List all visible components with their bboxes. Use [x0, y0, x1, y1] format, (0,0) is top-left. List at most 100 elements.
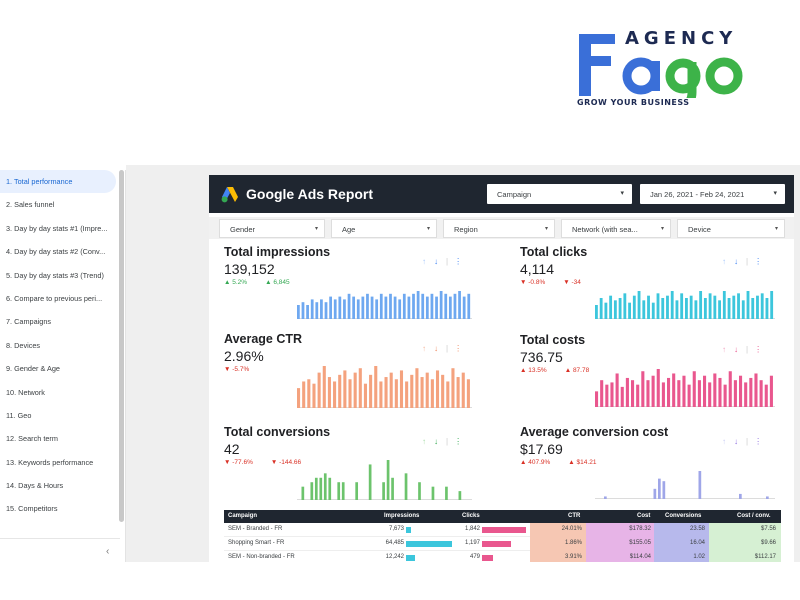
- chart-bar: [749, 377, 753, 407]
- table-row[interactable]: SEM - Branded - FR 7,673 1,842 24.01% $178.3…: [224, 523, 781, 537]
- date-range-picker[interactable]: Jan 26, 2021 - Feb 24, 2021 ▾: [640, 184, 785, 204]
- caret-down-icon: ▾: [544, 226, 548, 232]
- chart-bar: [703, 375, 707, 407]
- header-ctr[interactable]: CTR: [568, 513, 581, 519]
- sort-descending-icon[interactable]: ↓: [434, 344, 438, 353]
- header-campaign[interactable]: Campaign: [228, 513, 258, 519]
- sort-ascending-icon[interactable]: ↑: [722, 345, 726, 354]
- card-title: Average CTR: [224, 332, 303, 346]
- cell-heat-background: [586, 537, 654, 551]
- sidebar-item[interactable]: 13. Keywords performance: [6, 457, 94, 467]
- cell-heat-background: [586, 551, 654, 562]
- more-vert-icon[interactable]: ⋮: [754, 257, 763, 266]
- chart-bar: [625, 377, 629, 407]
- chart-bar: [756, 295, 759, 319]
- chart-bar: [412, 293, 415, 319]
- sidebar-item[interactable]: 7. Campaigns: [6, 317, 52, 327]
- card-total-impressions: Total impressions 139,152 ▲ 5.2% ▲ 6,845 …: [224, 245, 484, 335]
- chart-bar: [641, 371, 645, 407]
- sort-ascending-icon[interactable]: ↑: [722, 437, 726, 446]
- card-actions: ↑ ↓ | ⋮: [422, 437, 463, 446]
- chart-bar: [451, 368, 455, 408]
- chart-bar: [694, 300, 698, 319]
- sort-descending-icon[interactable]: ↓: [434, 257, 438, 266]
- chart-bar: [430, 379, 434, 408]
- delta-absolute: ▲ $14.21: [568, 459, 597, 466]
- chart-bar: [698, 471, 702, 499]
- sidebar-item[interactable]: 1. Total performance: [0, 170, 116, 194]
- chart-bar: [297, 305, 300, 319]
- chart-bar: [722, 291, 726, 319]
- cell-conv: 23.58: [689, 526, 705, 532]
- cell-heat-background: [654, 537, 709, 551]
- impressions-inline-bar: [406, 527, 411, 533]
- chart-bar: [402, 293, 406, 319]
- chart-bar: [366, 293, 369, 319]
- card-value: 42: [224, 441, 240, 457]
- sidebar-item[interactable]: 2. Sales funnel: [6, 200, 55, 210]
- more-vert-icon[interactable]: ⋮: [754, 437, 763, 446]
- chart-bar: [653, 488, 657, 499]
- sidebar-item[interactable]: 5. Day by day stats #3 (Trend): [6, 270, 104, 280]
- more-vert-icon[interactable]: ⋮: [754, 345, 763, 354]
- sort-descending-icon[interactable]: ↓: [434, 437, 438, 446]
- header-cost[interactable]: Cost: [637, 513, 651, 519]
- sidebar-item[interactable]: 15. Competitors: [6, 504, 58, 514]
- sidebar-item[interactable]: 3. Day by day stats #1 (Impre...: [6, 223, 108, 233]
- chart-bar: [751, 298, 755, 319]
- chart-bar: [324, 302, 328, 319]
- sort-descending-icon[interactable]: ↓: [734, 345, 738, 354]
- fago-logo-mark: [579, 34, 743, 98]
- sort-descending-icon[interactable]: ↓: [734, 257, 738, 266]
- sort-ascending-icon[interactable]: ↑: [722, 257, 726, 266]
- header-conversions[interactable]: Conversions: [665, 513, 702, 519]
- filter-age[interactable]: Age ▾: [331, 219, 437, 238]
- sort-descending-icon[interactable]: ↓: [734, 437, 738, 446]
- sort-ascending-icon[interactable]: ↑: [422, 257, 426, 266]
- chart-bar: [361, 296, 365, 319]
- chart-bar: [613, 300, 617, 319]
- sidebar-item[interactable]: 10. Network: [6, 387, 45, 397]
- table-row[interactable]: Shopping Smart - FR 64,485 1,197 1.86% $155.…: [224, 537, 781, 551]
- sidebar-scrollbar[interactable]: [119, 170, 124, 522]
- sidebar-item[interactable]: 8. Devices: [6, 340, 41, 350]
- chart-bar: [609, 295, 613, 319]
- delta-percent: ▼ -77.6%: [224, 459, 253, 466]
- sidebar-item[interactable]: 4. Day by day stats #2 (Conv...: [6, 247, 106, 257]
- sidebar-item[interactable]: 9. Gender & Age: [6, 364, 60, 374]
- chart-bar: [656, 293, 660, 319]
- sidebar-item[interactable]: 11. Geo: [6, 410, 32, 420]
- caret-down-icon: ▾: [774, 226, 778, 232]
- chart-bar: [666, 295, 669, 319]
- filter-gender-label: Gender: [230, 225, 256, 234]
- conversion-cost-bar-chart: [595, 471, 775, 499]
- table-row[interactable]: SEM - Non-branded - FR 12,242 479 3.91% $114…: [224, 551, 781, 562]
- filter-network[interactable]: Network (with sea... ▾: [561, 219, 671, 238]
- chart-bar: [453, 293, 457, 319]
- header-impressions[interactable]: Impressions: [384, 513, 420, 519]
- chart-bar: [314, 477, 318, 500]
- more-vert-icon[interactable]: ⋮: [454, 437, 463, 446]
- sidebar-item[interactable]: 12. Search term: [6, 434, 58, 444]
- sort-ascending-icon[interactable]: ↑: [422, 344, 426, 353]
- filter-device[interactable]: Device ▾: [677, 219, 785, 238]
- chart-bar: [384, 377, 388, 408]
- date-range-label: Jan 26, 2021 - Feb 24, 2021: [650, 190, 745, 199]
- sidebar-item[interactable]: 14. Days & Hours: [6, 481, 64, 491]
- more-vert-icon[interactable]: ⋮: [454, 257, 463, 266]
- sidebar-item[interactable]: 6. Compare to previous peri...: [6, 293, 103, 303]
- header-clicks[interactable]: Clicks: [462, 513, 480, 519]
- chart-bar: [461, 372, 465, 408]
- impressions-bar-chart: [297, 291, 472, 319]
- filter-gender[interactable]: Gender ▾: [219, 219, 325, 238]
- filter-region[interactable]: Region ▾: [443, 219, 555, 238]
- clicks-inline-bar: [482, 541, 511, 547]
- campaign-dropdown[interactable]: Campaign ▾: [487, 184, 632, 204]
- cell-cost: $178.32: [629, 526, 651, 532]
- card-title: Total costs: [520, 333, 586, 347]
- header-cost-per-conv[interactable]: Cost / conv.: [737, 513, 771, 519]
- sort-ascending-icon[interactable]: ↑: [422, 437, 426, 446]
- chevron-left-icon[interactable]: ‹: [106, 546, 110, 557]
- chart-bar: [441, 374, 445, 408]
- more-vert-icon[interactable]: ⋮: [454, 344, 463, 353]
